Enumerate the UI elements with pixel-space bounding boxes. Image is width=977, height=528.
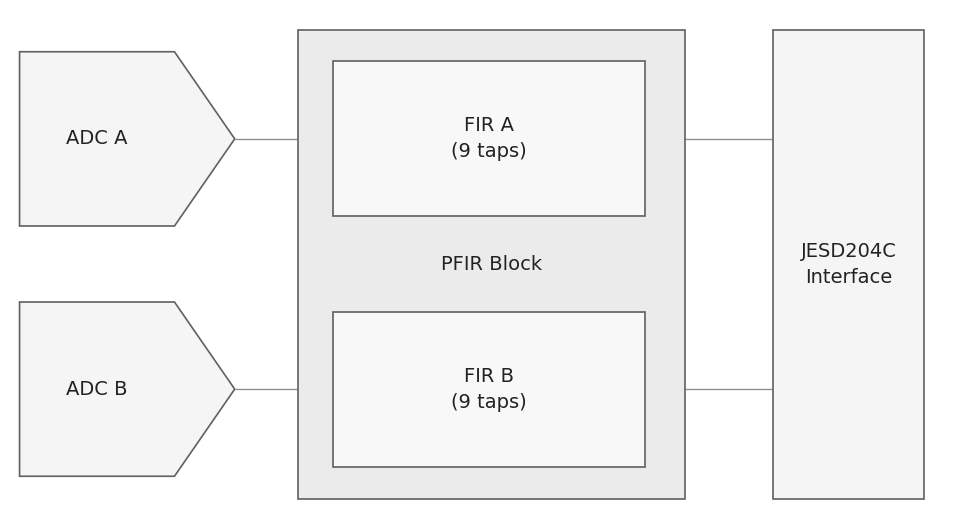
- Text: PFIR Block: PFIR Block: [441, 254, 541, 274]
- Polygon shape: [20, 302, 234, 476]
- Text: ADC B: ADC B: [66, 380, 128, 399]
- Text: FIR B
(9 taps): FIR B (9 taps): [450, 366, 527, 412]
- Bar: [298, 30, 684, 499]
- Polygon shape: [20, 52, 234, 226]
- Bar: [332, 312, 645, 467]
- Bar: [332, 61, 645, 216]
- Bar: [772, 30, 923, 499]
- Text: JESD204C
Interface: JESD204C Interface: [799, 242, 896, 287]
- Text: ADC A: ADC A: [66, 129, 128, 148]
- Text: FIR A
(9 taps): FIR A (9 taps): [450, 116, 527, 162]
